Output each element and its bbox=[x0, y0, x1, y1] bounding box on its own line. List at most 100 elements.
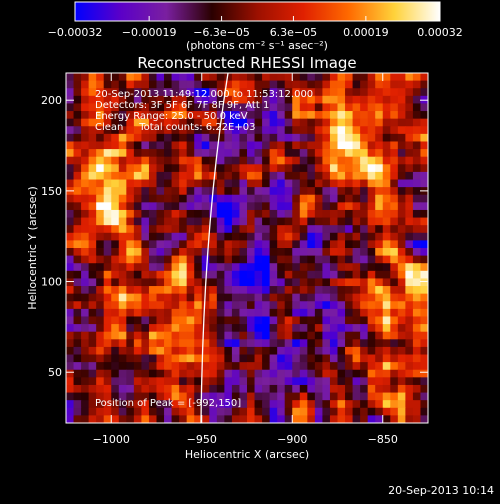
heatmap-cell bbox=[73, 141, 82, 150]
heatmap-cell bbox=[269, 232, 278, 241]
heatmap-cell bbox=[88, 187, 97, 196]
heatmap-cell bbox=[367, 133, 376, 143]
heatmap-cell bbox=[397, 88, 406, 97]
heatmap-cell bbox=[345, 202, 354, 211]
heatmap-cell bbox=[148, 118, 158, 127]
heatmap-cell bbox=[209, 202, 218, 211]
heatmap-cell bbox=[201, 255, 210, 264]
heatmap-cell bbox=[209, 133, 218, 143]
heatmap-cell bbox=[367, 103, 376, 112]
heatmap-cell bbox=[247, 133, 256, 143]
heatmap-cell bbox=[81, 415, 90, 423]
heatmap-cell bbox=[412, 202, 422, 211]
heatmap-cell bbox=[397, 164, 406, 173]
heatmap-cell bbox=[88, 149, 97, 158]
heatmap-cell bbox=[390, 156, 399, 165]
heatmap-cell bbox=[329, 103, 339, 112]
heatmap-cell bbox=[382, 103, 391, 112]
heatmap-cell bbox=[314, 187, 324, 196]
heatmap-cell bbox=[126, 133, 135, 143]
heatmap-cell bbox=[299, 217, 308, 226]
heatmap-cell bbox=[360, 95, 369, 105]
heatmap-cell bbox=[186, 270, 195, 280]
heatmap-cell bbox=[239, 400, 248, 409]
heatmap-cell bbox=[148, 126, 158, 135]
heatmap-cell bbox=[148, 141, 158, 150]
heatmap-cell bbox=[367, 407, 376, 416]
heatmap-cell bbox=[405, 339, 414, 348]
heatmap-cell bbox=[292, 111, 301, 120]
heatmap-cell bbox=[209, 270, 218, 280]
heatmap-cell bbox=[133, 103, 143, 112]
heatmap-cell bbox=[269, 286, 278, 295]
heatmap-cell bbox=[96, 118, 105, 127]
heatmap-cell bbox=[390, 209, 399, 219]
heatmap-cell bbox=[314, 286, 324, 295]
heatmap-cell bbox=[133, 392, 143, 401]
heatmap-cell bbox=[345, 149, 354, 158]
heatmap-cell bbox=[254, 407, 263, 416]
heatmap-cell bbox=[329, 263, 339, 272]
heatmap-cell bbox=[81, 248, 90, 257]
heatmap-cell bbox=[141, 118, 150, 127]
heatmap-cell bbox=[277, 232, 286, 241]
heatmap-cell bbox=[194, 346, 203, 356]
heatmap-cell bbox=[352, 339, 361, 348]
heatmap-cell bbox=[329, 384, 339, 394]
heatmap-cell bbox=[133, 316, 143, 325]
heatmap-cell bbox=[375, 369, 384, 378]
heatmap-cell bbox=[126, 194, 135, 203]
heatmap-cell bbox=[345, 95, 354, 105]
heatmap-cell bbox=[231, 194, 241, 203]
heatmap-cell bbox=[284, 202, 293, 211]
heatmap-cell bbox=[66, 308, 75, 318]
heatmap-cell bbox=[284, 415, 293, 423]
heatmap-cell bbox=[262, 248, 271, 257]
heatmap-cell bbox=[375, 415, 384, 423]
heatmap-cell bbox=[103, 232, 112, 241]
heatmap-cell bbox=[103, 103, 112, 112]
heatmap-cell bbox=[405, 346, 414, 356]
heatmap-cell bbox=[224, 88, 233, 97]
heatmap-cell bbox=[209, 278, 218, 287]
heatmap-cell bbox=[292, 354, 301, 363]
heatmap-cell bbox=[360, 103, 369, 112]
heatmap-cell bbox=[314, 316, 324, 325]
heatmap-cell bbox=[224, 316, 233, 325]
heatmap-cell bbox=[322, 95, 331, 105]
heatmap-cell bbox=[254, 331, 263, 340]
heatmap-cell bbox=[186, 202, 195, 211]
heatmap-cell bbox=[360, 286, 369, 295]
heatmap-cell bbox=[367, 88, 376, 97]
heatmap-cell bbox=[254, 149, 263, 158]
heatmap-cell bbox=[254, 88, 263, 97]
heatmap-cell bbox=[299, 316, 308, 325]
heatmap-cell bbox=[164, 278, 173, 287]
heatmap-cell bbox=[360, 384, 369, 394]
heatmap-cell bbox=[194, 164, 203, 173]
heatmap-cell bbox=[292, 339, 301, 348]
heatmap-cell bbox=[103, 240, 112, 249]
heatmap-cell bbox=[314, 377, 324, 386]
heatmap-cell bbox=[284, 407, 293, 416]
heatmap-cell bbox=[247, 270, 256, 280]
heatmap-cell bbox=[126, 141, 135, 150]
heatmap-cell bbox=[164, 354, 173, 363]
heatmap-cell bbox=[360, 73, 369, 82]
heatmap-cell bbox=[133, 95, 143, 105]
heatmap-cell bbox=[239, 103, 248, 112]
heatmap-cell bbox=[284, 263, 293, 272]
heatmap-cell bbox=[201, 407, 210, 416]
heatmap-cell bbox=[156, 202, 165, 211]
heatmap-cell bbox=[88, 331, 97, 340]
heatmap-cell bbox=[322, 141, 331, 150]
heatmap-cell bbox=[292, 400, 301, 409]
heatmap-cell bbox=[420, 369, 428, 378]
heatmap-cell bbox=[103, 362, 112, 371]
heatmap-cell bbox=[412, 293, 422, 302]
heatmap-cell bbox=[81, 346, 90, 356]
heatmap-cell bbox=[186, 80, 195, 89]
heatmap-cell bbox=[171, 324, 180, 333]
heatmap-cell bbox=[103, 133, 112, 143]
heatmap-cell bbox=[420, 301, 428, 310]
